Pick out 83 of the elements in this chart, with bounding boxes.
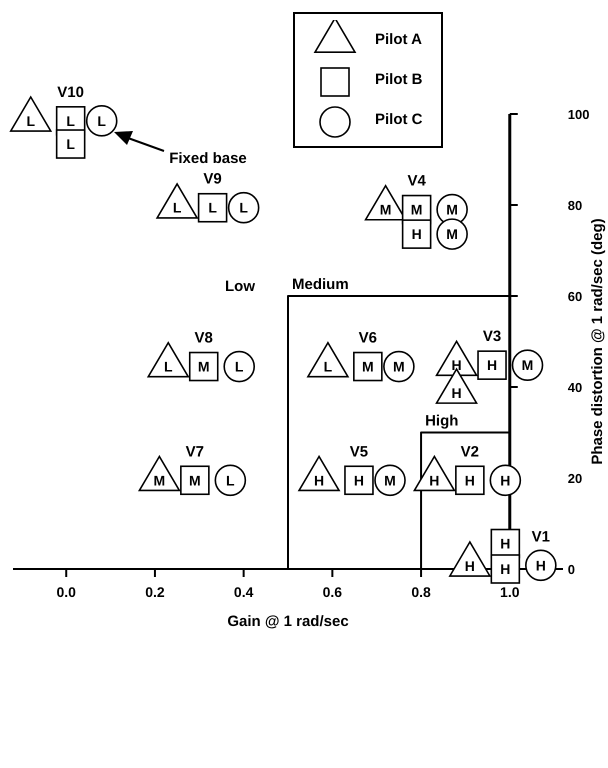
- data-label: M: [410, 202, 422, 218]
- data-label: M: [362, 358, 374, 375]
- annotation: V9: [203, 170, 222, 188]
- data-label: L: [226, 472, 236, 488]
- data-label: M: [198, 358, 210, 375]
- data-label: H: [429, 472, 440, 488]
- data-label: L: [26, 112, 36, 129]
- annotation: Fixed base: [169, 150, 247, 167]
- y-tick-label: 80: [568, 198, 582, 213]
- data-label: H: [464, 558, 475, 574]
- y-tick-label: 40: [568, 380, 582, 395]
- data-label: M: [189, 472, 201, 488]
- legend-label: Pilot C: [375, 110, 422, 130]
- point: [344, 465, 374, 496]
- data-label: H: [486, 357, 498, 374]
- point: [223, 350, 256, 382]
- annotation: V2: [460, 443, 480, 460]
- point: [525, 550, 557, 582]
- data-label: M: [393, 358, 405, 375]
- data-label: L: [172, 200, 182, 216]
- data-label: H: [536, 557, 546, 574]
- data-label: L: [97, 112, 106, 129]
- data-label: L: [66, 136, 76, 152]
- point: [86, 105, 118, 137]
- x-tick-label: 0.4: [234, 584, 254, 600]
- point: [455, 465, 485, 496]
- data-label: M: [384, 472, 396, 488]
- annotation: V1: [532, 528, 550, 546]
- data-label: H: [500, 472, 510, 488]
- x-axis-title: Gain @ 1 rad/sec: [227, 613, 349, 630]
- annotation: V4: [407, 172, 426, 190]
- point: [228, 192, 260, 224]
- data-label: L: [234, 358, 244, 375]
- data-label: M: [446, 202, 458, 218]
- data-label: H: [314, 472, 324, 488]
- point: [490, 554, 520, 584]
- point: [436, 218, 468, 250]
- point: [56, 129, 86, 159]
- data-label: L: [324, 358, 333, 375]
- y-tick-label: 100: [568, 107, 590, 122]
- y-axis-title: Phase distortion @ 1 rad/sec (deg): [588, 218, 606, 465]
- data-label: H: [464, 472, 475, 488]
- data-label: H: [500, 536, 510, 552]
- legend-label: Pilot A: [375, 30, 422, 50]
- x-tick-label: 0.0: [56, 584, 76, 600]
- data-label: M: [522, 357, 534, 374]
- point: [512, 349, 544, 381]
- point: [374, 464, 406, 496]
- data-label: L: [164, 358, 173, 375]
- x-tick-label: 0.2: [145, 584, 165, 600]
- annotation: Low: [225, 278, 256, 295]
- y-tick-label: 20: [568, 471, 582, 486]
- data-label: H: [354, 472, 364, 488]
- data-label: H: [451, 357, 462, 374]
- annotation: V10: [57, 84, 84, 101]
- series-label: High: [425, 412, 458, 430]
- point: [198, 192, 228, 223]
- point: [383, 350, 415, 382]
- annotation: V6: [358, 330, 378, 347]
- x-tick-label: 1.0: [500, 584, 520, 600]
- point: [214, 464, 246, 496]
- data-label: L: [66, 112, 76, 129]
- data-label: H: [412, 226, 422, 242]
- x-tick-label: 0.8: [411, 584, 432, 600]
- data-label: M: [446, 226, 458, 242]
- y-tick-label: 60: [568, 289, 582, 304]
- point: [402, 219, 432, 249]
- legend-label: Pilot B: [375, 70, 422, 90]
- data-label: H: [451, 384, 462, 401]
- annotation: V8: [194, 330, 213, 347]
- data-label: M: [154, 472, 166, 488]
- y-tick-label: 0: [568, 562, 576, 577]
- series-label: Medium: [292, 276, 349, 293]
- annotation: V5: [350, 443, 368, 460]
- point: [477, 350, 507, 380]
- data-label: L: [239, 200, 248, 216]
- data-label: L: [208, 200, 218, 216]
- annotation: V3: [482, 328, 502, 346]
- data-label: M: [380, 202, 392, 218]
- point: [490, 464, 522, 496]
- annotation: V7: [186, 443, 204, 460]
- data-label: H: [500, 561, 510, 577]
- x-tick-label: 0.6: [322, 584, 342, 600]
